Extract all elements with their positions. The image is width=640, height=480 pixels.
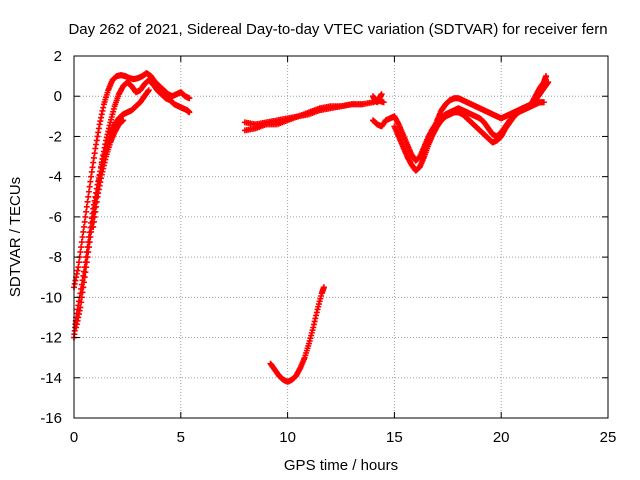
data-point xyxy=(79,234,86,240)
data-point xyxy=(84,244,91,251)
data-point xyxy=(93,198,100,205)
y-tick-label: -16 xyxy=(40,410,62,427)
series-track-f xyxy=(241,101,366,128)
data-point xyxy=(145,87,152,94)
y-tick-label: -2 xyxy=(49,128,62,145)
data-point xyxy=(83,249,90,256)
data-point xyxy=(320,284,327,291)
series-track-g xyxy=(267,284,327,385)
y-tick-label: -6 xyxy=(49,209,62,226)
data-point xyxy=(75,264,82,271)
data-point xyxy=(543,73,550,80)
y-tick-label: 0 xyxy=(54,88,62,105)
data-point xyxy=(120,117,127,124)
data-point xyxy=(77,249,84,256)
data-point xyxy=(83,208,90,215)
x-tick-label: 25 xyxy=(600,429,617,446)
y-tick-label: -10 xyxy=(40,289,62,306)
series-track-e xyxy=(241,97,387,134)
data-point xyxy=(81,264,88,271)
x-tick-label: 0 xyxy=(70,429,78,446)
data-point xyxy=(80,228,87,235)
x-tick-label: 10 xyxy=(279,429,296,446)
data-point xyxy=(82,213,89,220)
data-point xyxy=(90,223,97,230)
y-tick-label: -8 xyxy=(49,249,62,266)
data-points xyxy=(71,70,552,385)
data-point xyxy=(85,239,92,246)
y-tick-label: -12 xyxy=(40,330,62,347)
data-point xyxy=(80,223,87,230)
plot-frame xyxy=(73,55,609,419)
series-track-k xyxy=(370,91,385,106)
data-point xyxy=(83,203,90,210)
series-track-l xyxy=(532,79,552,104)
data-point xyxy=(87,178,94,185)
data-point xyxy=(75,259,82,266)
data-point xyxy=(83,254,90,261)
series-track-j xyxy=(423,73,550,150)
data-point xyxy=(85,193,92,200)
x-axis-label: GPS time / hours xyxy=(284,457,398,474)
data-point xyxy=(186,95,193,102)
data-point xyxy=(92,208,99,215)
data-point xyxy=(545,79,552,86)
data-point xyxy=(380,99,387,106)
data-point xyxy=(82,259,89,266)
data-point xyxy=(78,239,85,246)
x-tick-label: 15 xyxy=(386,429,403,446)
data-point xyxy=(540,99,547,106)
data-point xyxy=(91,213,98,220)
data-point xyxy=(86,183,93,190)
data-point xyxy=(378,91,385,98)
y-tick-label: -14 xyxy=(40,370,62,387)
data-point xyxy=(81,218,88,225)
axis-ticks: 0 5 10 15 20 25 -16 -14 -12 -10 -8 -6 -4 -2 0 2 xyxy=(40,48,616,446)
data-point xyxy=(90,218,97,225)
x-tick-label: 5 xyxy=(177,429,185,446)
series-track-d xyxy=(90,117,127,230)
data-point xyxy=(85,188,92,195)
data-point xyxy=(84,198,91,205)
y-axis-label: SDTVAR / TECUs xyxy=(7,177,24,297)
chart-title: Day 262 of 2021, Sidereal Day-to-day VTE… xyxy=(68,21,607,38)
data-point xyxy=(186,109,193,116)
x-tick-label: 20 xyxy=(493,429,510,446)
y-tick-label: 2 xyxy=(54,48,62,65)
data-point xyxy=(93,203,100,210)
series-track-b xyxy=(73,77,193,331)
data-point xyxy=(359,101,366,108)
data-point xyxy=(78,244,85,251)
y-tick-label: -4 xyxy=(49,169,62,186)
